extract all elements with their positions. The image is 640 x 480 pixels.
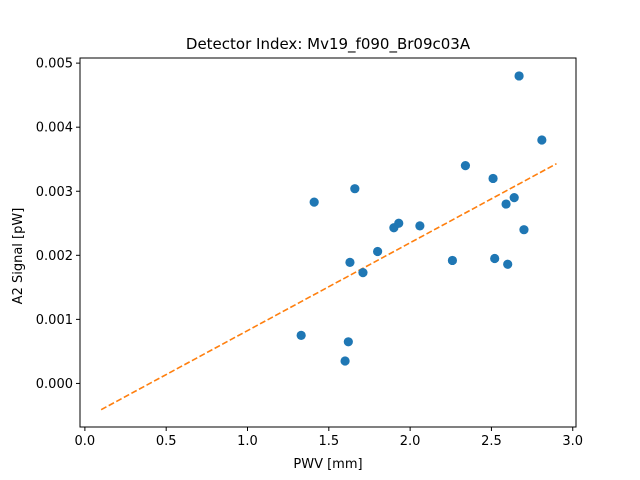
data-point (490, 253, 500, 264)
data-point (350, 184, 360, 194)
axes: 0.0 0.5 1.0 1.5 2.0 2.5 3.0 0.000 0.001 0.002 0.00… (36, 57, 583, 449)
plot-area (100, 71, 557, 411)
data-point (488, 173, 498, 184)
x-tick-label: 3.0 (562, 434, 583, 449)
data-point (373, 246, 383, 257)
data-point (343, 337, 353, 347)
x-tick-label: 0.5 (156, 434, 177, 449)
data-point (394, 218, 404, 228)
data-point (537, 135, 547, 145)
y-tick-label: 0.000 (36, 377, 73, 392)
y-tick-label: 0.003 (36, 185, 73, 200)
data-point (447, 255, 458, 266)
y-tick-label: 0.004 (36, 121, 73, 136)
chart-title: Detector Index: Mv19_f090_Br09c03A (186, 35, 471, 54)
data-point (501, 199, 511, 209)
data-point (345, 257, 355, 267)
data-point (358, 268, 368, 278)
data-point (296, 330, 306, 340)
y-axis-label: A2 Signal [pW] (11, 208, 26, 305)
x-tick-label: 1.5 (318, 434, 339, 449)
y-tick-label: 0.001 (36, 313, 73, 328)
y-tick-label: 0.005 (36, 57, 73, 72)
x-tick-label: 0.0 (75, 434, 96, 449)
y-tick-label: 0.002 (36, 249, 73, 264)
data-point (514, 71, 524, 81)
data-point (503, 259, 513, 269)
data-point (309, 197, 319, 207)
x-axis-label: PWV [mm] (293, 457, 362, 472)
axes-frame (79, 57, 577, 428)
data-point (340, 356, 350, 366)
data-point (460, 161, 471, 171)
x-tick-label: 1.0 (237, 434, 258, 449)
data-point (415, 221, 425, 231)
data-point (509, 193, 519, 203)
data-point (519, 225, 529, 235)
x-tick-label: 2.5 (481, 434, 502, 449)
x-tick-label: 2.0 (400, 434, 421, 449)
fit-line (100, 162, 557, 411)
chart-text: Detector Index: Mv19_f090_Br09c03A PWV [… (11, 35, 471, 472)
